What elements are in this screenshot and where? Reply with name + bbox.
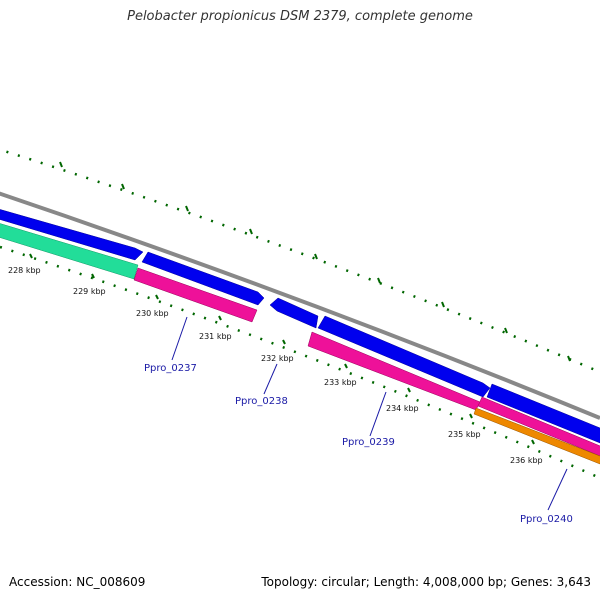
- gene-label[interactable]: Ppro_0238: [235, 396, 288, 407]
- forward-gene-1[interactable]: [0, 208, 144, 261]
- kbp-tick-label: 234 kbp: [386, 404, 419, 413]
- pink-feature-3[interactable]: [477, 396, 600, 458]
- kbp-tick-label: 229 kbp: [73, 287, 106, 296]
- genome-title: Pelobacter propionicus DSM 2379, complet…: [127, 9, 473, 24]
- kbp-tick-label: 232 kbp: [261, 354, 294, 363]
- kbp-tick-label: 235 kbp: [448, 430, 481, 439]
- forward-gene-3[interactable]: [269, 297, 319, 329]
- gene-label[interactable]: Ppro_0237: [144, 363, 197, 374]
- inner-tick-arc: [0, 245, 600, 480]
- kbp-tick-label: 228 kbp: [8, 266, 41, 275]
- kbp-tick-label: 230 kbp: [136, 309, 169, 318]
- genome-summary-text: Topology: circular; Length: 4,008,000 bp…: [261, 575, 591, 589]
- kbp-tick-label: 233 kbp: [324, 378, 357, 387]
- forward-gene-4[interactable]: [317, 315, 491, 398]
- green-feature[interactable]: [0, 222, 139, 280]
- genome-backbone: [0, 191, 600, 420]
- pink-feature-1[interactable]: [133, 267, 258, 323]
- orange-feature[interactable]: [473, 407, 600, 466]
- outer-tick-arc: [0, 148, 600, 374]
- kbp-tick-label: 236 kbp: [510, 456, 543, 465]
- forward-gene-5[interactable]: [486, 383, 600, 445]
- forward-gene-2[interactable]: [141, 251, 265, 306]
- gene-leader-lines: [171, 316, 568, 511]
- accession-text: Accession: NC_008609: [9, 575, 146, 589]
- kbp-tick-label: 231 kbp: [199, 332, 232, 341]
- major-ticks: [29, 161, 571, 445]
- gene-label[interactable]: Ppro_0240: [520, 514, 573, 525]
- gene-label[interactable]: Ppro_0239: [342, 437, 395, 448]
